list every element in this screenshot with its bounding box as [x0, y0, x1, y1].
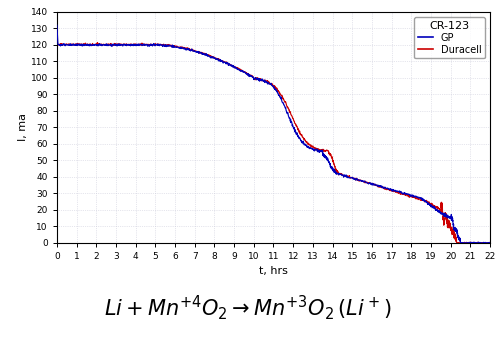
- Y-axis label: I, ma: I, ma: [18, 114, 28, 141]
- GP: [232, 65, 238, 69]
- X-axis label: t, hrs: t, hrs: [259, 266, 288, 276]
- GP: [457, 241, 463, 245]
- Legend: GP, Duracell: GP, Duracell: [414, 17, 485, 58]
- Duracell: [454, 241, 460, 245]
- GP: [378, 184, 384, 188]
- Text: $Li  +  Mn^{+4}O_2 \rightarrow  Mn^{+3}O_2\,(Li^+)$: $Li + Mn^{+4}O_2 \rightarrow Mn^{+3}O_2\…: [104, 293, 391, 322]
- Duracell: [203, 53, 209, 57]
- Duracell: [487, 240, 493, 245]
- Duracell: [54, 36, 60, 40]
- Line: Duracell: Duracell: [57, 38, 490, 243]
- Line: GP: GP: [57, 25, 490, 243]
- Duracell: [483, 240, 489, 245]
- GP: [487, 240, 493, 245]
- GP: [167, 44, 173, 48]
- GP: [54, 23, 60, 27]
- GP: [325, 157, 331, 161]
- GP: [426, 202, 432, 206]
- Duracell: [122, 42, 128, 46]
- Duracell: [125, 43, 131, 47]
- GP: [350, 177, 356, 181]
- Duracell: [385, 187, 391, 191]
- Duracell: [433, 205, 439, 209]
